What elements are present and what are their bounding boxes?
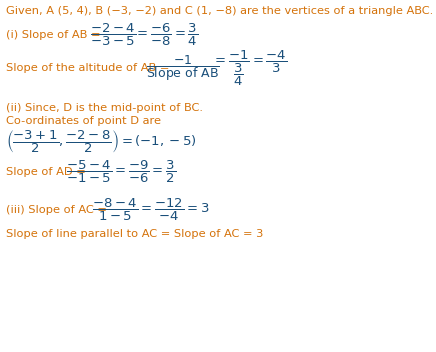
Text: $\dfrac{-8-4}{1-5} = \dfrac{-12}{-4} = 3$: $\dfrac{-8-4}{1-5} = \dfrac{-12}{-4} = 3… bbox=[92, 197, 210, 223]
Text: $\left(\dfrac{-3+1}{2}, \dfrac{-2-8}{2}\right) = (-1,-5)$: $\left(\dfrac{-3+1}{2}, \dfrac{-2-8}{2}\… bbox=[6, 127, 197, 155]
Text: $\dfrac{-5-4}{-1-5} = \dfrac{-9}{-6} = \dfrac{3}{2}$: $\dfrac{-5-4}{-1-5} = \dfrac{-9}{-6} = \… bbox=[66, 159, 177, 185]
Text: Slope of AD =: Slope of AD = bbox=[6, 167, 90, 177]
Text: $= \dfrac{-6}{-8} = \dfrac{3}{4}$: $= \dfrac{-6}{-8} = \dfrac{3}{4}$ bbox=[134, 22, 198, 48]
Text: Co-ordinates of point D are: Co-ordinates of point D are bbox=[6, 116, 161, 126]
Text: Given, A (5, 4), B (−3, −2) and C (1, −8) are the vertices of a triangle ABC.: Given, A (5, 4), B (−3, −2) and C (1, −8… bbox=[6, 6, 433, 16]
Text: Slope of line parallel to AC = Slope of AC = 3: Slope of line parallel to AC = Slope of … bbox=[6, 229, 264, 239]
Text: (i) Slope of AB =: (i) Slope of AB = bbox=[6, 30, 104, 40]
Text: $\dfrac{-1}{\text{Slope of AB}}$: $\dfrac{-1}{\text{Slope of AB}}$ bbox=[146, 53, 220, 83]
Text: (ii) Since, D is the mid-point of BC.: (ii) Since, D is the mid-point of BC. bbox=[6, 103, 203, 113]
Text: $= \dfrac{-1}{\dfrac{3}{4}} = \dfrac{-4}{3}$: $= \dfrac{-1}{\dfrac{3}{4}} = \dfrac{-4}… bbox=[212, 48, 288, 88]
Text: $\dfrac{-2-4}{-3-5}$: $\dfrac{-2-4}{-3-5}$ bbox=[90, 22, 136, 48]
Text: Slope of the altitude of AB =: Slope of the altitude of AB = bbox=[6, 63, 173, 73]
Text: (iii) Slope of AC =: (iii) Slope of AC = bbox=[6, 205, 111, 215]
